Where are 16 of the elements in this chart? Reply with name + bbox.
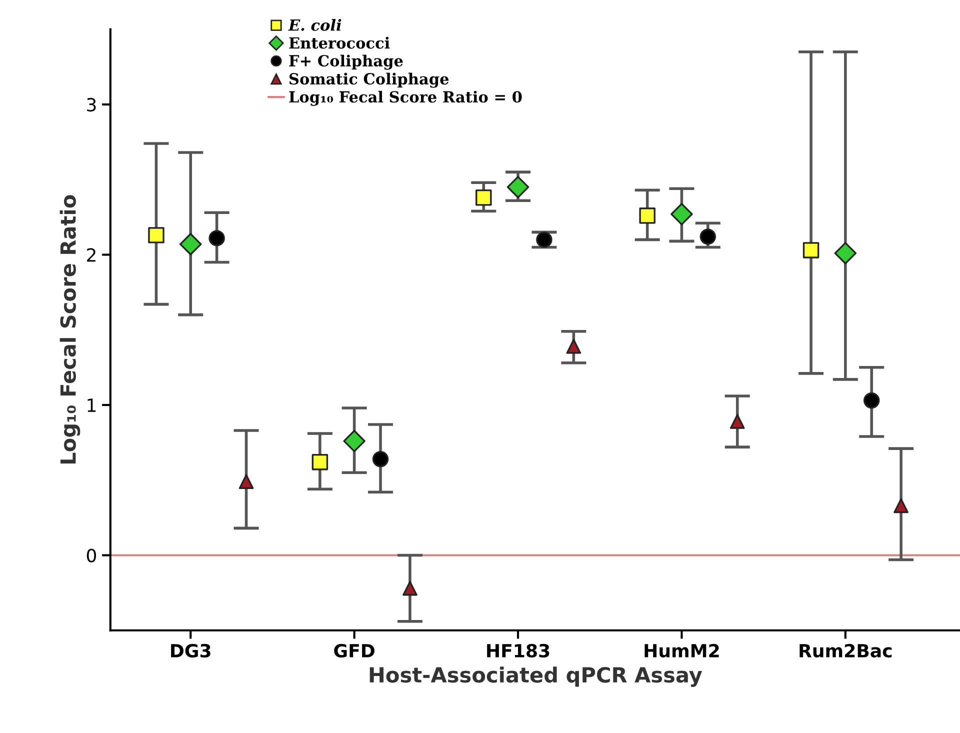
legend-label: Somatic Coliphage: [289, 72, 449, 88]
y-tick-label: 1: [88, 398, 96, 412]
x-tick-label: HF183: [487, 644, 550, 658]
y-tick-label: 3: [87, 98, 96, 112]
legend-label: E. coli: [288, 19, 342, 31]
x-tick-label: GFD: [334, 644, 374, 658]
y-tick-label: 0: [86, 548, 96, 562]
x-tick-label: HumM2: [644, 644, 719, 658]
legend-label: Enterococci: [289, 36, 390, 49]
y-axis-title: Log₁₀ Fecal Score Ratio: [60, 195, 80, 464]
x-tick-label: Rum2Bac: [800, 644, 892, 658]
legend-label: F+ Coliphage: [289, 54, 403, 70]
legend-label: Log₁₀ Fecal Score Ratio = 0: [289, 90, 522, 106]
x-axis-title: Host-Associated qPCR Assay: [370, 666, 702, 687]
x-tick-label: DG3: [171, 644, 210, 658]
y-tick-label: 2: [87, 248, 96, 262]
